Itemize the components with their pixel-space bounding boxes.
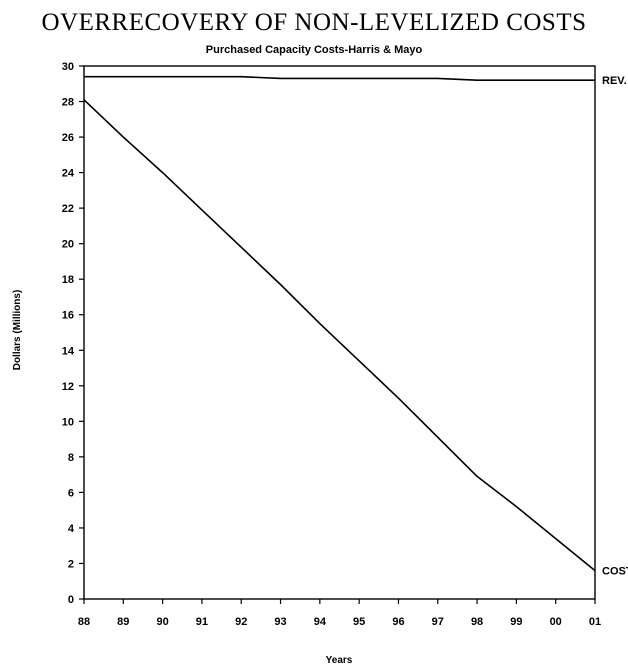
series-line-rev (84, 75, 595, 81)
x-tick-label: 92 (235, 616, 247, 628)
x-axis-ticks: 88 89 90 91 92 93 94 95 96 97 98 99 00 01 (78, 599, 601, 628)
x-tick-label: 00 (550, 616, 562, 628)
y-tick-label: 28 (62, 97, 74, 109)
y-tick-label: 6 (68, 487, 74, 499)
x-tick-label: 01 (589, 616, 601, 628)
plot-border (83, 65, 596, 600)
y-tick-label: 24 (62, 168, 75, 180)
series-label-rev: REV. (602, 75, 627, 87)
x-axis-label: Years (326, 655, 353, 666)
y-tick-label: 22 (62, 203, 74, 215)
series-labels: REV. COST (602, 75, 628, 577)
y-axis-label: Dollars (Millions) (12, 290, 23, 371)
y-tick-label: 14 (62, 345, 75, 357)
y-tick-label: 0 (68, 594, 74, 606)
y-tick-label: 18 (62, 274, 74, 286)
series-line-cost (83, 99, 596, 572)
y-tick-label: 10 (62, 416, 74, 428)
series-lines (83, 75, 596, 572)
y-tick-label: 20 (62, 239, 74, 251)
y-tick-label: 12 (62, 381, 74, 393)
plot-frame (83, 65, 596, 600)
y-tick-label: 16 (62, 310, 74, 322)
y-tick-label: 26 (62, 132, 74, 144)
x-tick-label: 98 (471, 616, 483, 628)
y-tick-label: 4 (68, 523, 75, 535)
x-tick-label: 91 (196, 616, 208, 628)
y-tick-label: 8 (68, 452, 74, 464)
x-tick-label: 99 (510, 616, 522, 628)
y-tick-label: 2 (68, 558, 74, 570)
x-tick-label: 93 (274, 616, 286, 628)
chart-subtitle: Purchased Capacity Costs-Harris & Mayo (206, 44, 423, 56)
series-label-cost: COST (602, 566, 628, 578)
x-tick-label: 95 (353, 616, 365, 628)
x-tick-label: 97 (432, 616, 444, 628)
y-tick-label: 30 (62, 61, 74, 73)
x-tick-label: 96 (392, 616, 404, 628)
x-tick-label: 90 (156, 616, 168, 628)
chart-title: OVERRECOVERY OF NON-LEVELIZED COSTS (41, 9, 586, 36)
x-tick-label: 88 (78, 616, 90, 628)
x-tick-label: 89 (117, 616, 129, 628)
x-tick-label: 94 (314, 616, 327, 628)
